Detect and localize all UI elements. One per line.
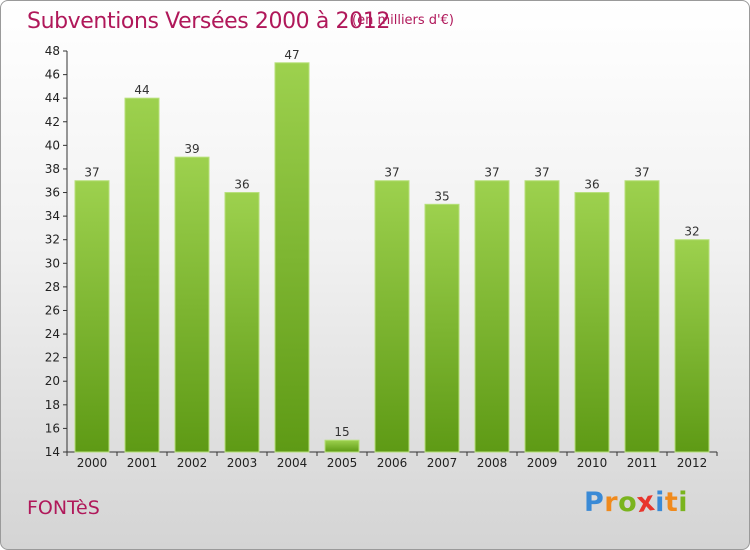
x-tick-label-2003: 2003 (227, 456, 258, 470)
x-tick-label-2005: 2005 (327, 456, 358, 470)
y-tick-label: 44 (45, 91, 60, 105)
value-label-2012: 32 (684, 225, 699, 239)
bar-2003 (224, 192, 260, 453)
x-tick-label-2010: 2010 (577, 456, 608, 470)
x-tick-label-2004: 2004 (277, 456, 308, 470)
x-tick-label-2011: 2011 (627, 456, 658, 470)
chart-title: Subventions Versées 2000 à 2012 (27, 9, 390, 34)
x-tick-label-2001: 2001 (127, 456, 158, 470)
y-tick-label: 14 (45, 445, 60, 459)
bar-2000 (74, 180, 110, 453)
y-tick-label: 38 (45, 162, 60, 176)
bar-2010 (574, 192, 610, 453)
x-tick-label-2008: 2008 (477, 456, 508, 470)
x-tick-label-2009: 2009 (527, 456, 558, 470)
proxiti-logo: Proxiti (584, 485, 689, 520)
axes: 14 16 18 20 22 24 26 28 30 32 34 36 38 40 42 44 46 48 2000… (45, 44, 718, 470)
logo-letter: o (618, 487, 638, 518)
x-tick-label-2012: 2012 (677, 456, 708, 470)
bars (74, 62, 710, 453)
value-label-2006: 37 (384, 166, 399, 180)
bar-2009 (524, 180, 560, 453)
y-tick-label: 32 (45, 233, 60, 247)
logo-letter: t (664, 487, 679, 518)
value-label-2010: 36 (584, 178, 599, 192)
x-tick-label-2007: 2007 (427, 456, 458, 470)
y-tick-label: 24 (45, 327, 60, 341)
value-label-2001: 44 (134, 83, 149, 97)
chart-subtitle: (en milliers d'€) (352, 13, 454, 28)
y-tick-label: 46 (45, 68, 60, 82)
value-label-2002: 39 (184, 142, 199, 156)
place-name: FONTèS (27, 497, 100, 519)
value-label-2009: 37 (534, 166, 549, 180)
y-tick-label: 30 (45, 256, 60, 270)
value-label-2008: 37 (484, 166, 499, 180)
bar-2006 (374, 180, 410, 453)
y-tick-label: 48 (45, 44, 60, 58)
y-tick-label: 26 (45, 303, 60, 317)
y-tick-label: 16 (45, 421, 60, 435)
logo-letter: P (584, 487, 605, 518)
value-label-2000: 37 (84, 166, 99, 180)
value-label-2004: 47 (284, 48, 299, 62)
x-tick-label-2000: 2000 (77, 456, 108, 470)
y-tick-label: 42 (45, 115, 60, 129)
bar-2007 (424, 203, 460, 453)
y-tick-label: 20 (45, 374, 60, 388)
bar-2004 (274, 62, 310, 453)
value-label-2011: 37 (634, 166, 649, 180)
bar-2005 (324, 439, 360, 453)
y-tick-label: 34 (45, 209, 60, 223)
y-tick-label: 18 (45, 398, 60, 412)
x-tick-label-2006: 2006 (377, 456, 408, 470)
value-labels: 37 44 39 36 47 15 37 35 37 37 36 37 32 (84, 48, 699, 439)
bar-2008 (474, 180, 510, 453)
y-tick-label: 28 (45, 280, 60, 294)
bar-2012 (674, 239, 710, 453)
y-tick-label: 36 (45, 186, 60, 200)
bar-2011 (624, 180, 660, 453)
value-label-2007: 35 (434, 189, 449, 203)
value-label-2005: 15 (334, 425, 349, 439)
bar-2001 (124, 97, 160, 453)
y-tick-label: 22 (45, 351, 60, 365)
value-label-2003: 36 (234, 178, 249, 192)
x-tick-label-2002: 2002 (177, 456, 208, 470)
logo-letter: i (678, 487, 689, 518)
bar-2002 (174, 156, 210, 453)
y-tick-label: 40 (45, 138, 60, 152)
logo-letter: i (655, 487, 665, 518)
logo-letter: x (635, 485, 658, 520)
logo-letter: r (604, 487, 619, 518)
